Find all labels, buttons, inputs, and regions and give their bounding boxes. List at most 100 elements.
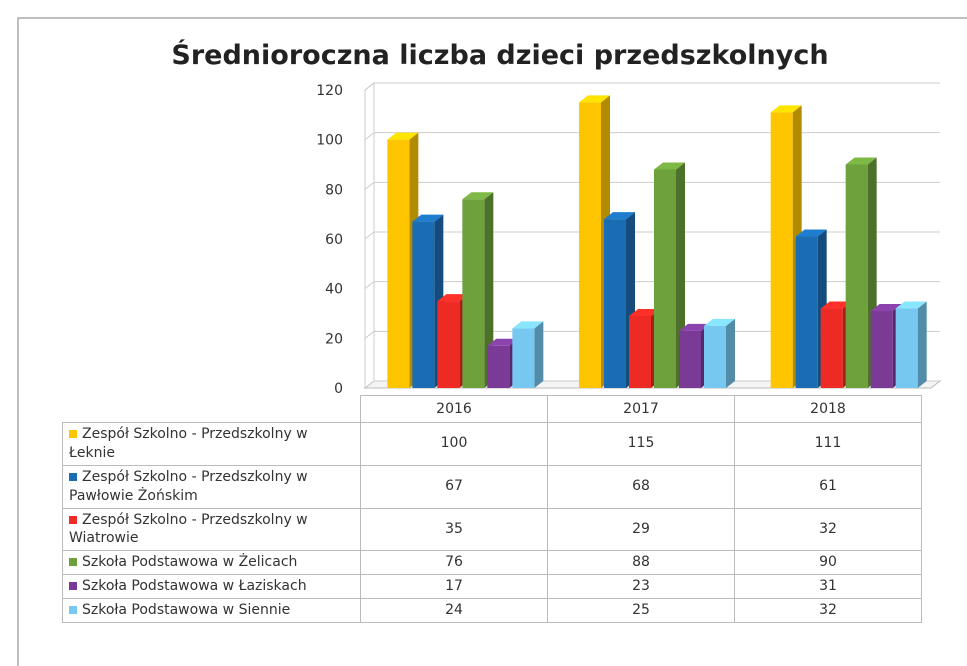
table-row: Zespół Szkolno - Przedszkolny w Pawłowie… <box>62 464 922 509</box>
grid-line <box>364 181 940 190</box>
bar-side <box>726 318 735 388</box>
legend-label: Szkoła Podstawowa w Żelicach <box>82 554 298 571</box>
grid-line <box>364 132 940 141</box>
bar-side <box>917 301 927 388</box>
bar-top <box>512 321 544 329</box>
category-label: 2018 <box>734 395 922 423</box>
table-value: 68 <box>547 464 735 509</box>
bar-top <box>654 162 685 170</box>
bar <box>654 169 676 388</box>
legend-label: Zespół Szkolno - Przedszkolny w Wiatrowi… <box>69 511 308 547</box>
table-row: Szkoła Podstawowa w Siennie 24 25 32 <box>62 598 922 624</box>
category-label: 2016 <box>360 395 548 423</box>
legend-entry: Szkoła Podstawowa w Siennie <box>62 598 361 624</box>
legend-label: Zespół Szkolno - Przedszkolny w Łeknie <box>69 426 308 461</box>
table-value: 67 <box>360 464 548 509</box>
bar-top <box>795 229 827 237</box>
bar-top <box>412 214 444 222</box>
table-value: 32 <box>734 507 922 552</box>
bar-top <box>629 308 660 316</box>
table-value: 23 <box>547 574 735 600</box>
bar <box>412 221 435 388</box>
bar <box>770 112 793 388</box>
chart-title: Średnioroczna liczba dzieci przedszkolny… <box>171 39 828 71</box>
bar-side <box>534 321 544 388</box>
bar-top <box>462 192 494 200</box>
bar <box>437 301 460 388</box>
legend-label: Zespół Szkolno - Przedszkolny w Pawłowie… <box>69 468 308 504</box>
bar <box>820 308 843 388</box>
bar-top <box>487 338 519 346</box>
table-value: 115 <box>547 422 735 466</box>
bar <box>895 308 918 388</box>
table-value: 100 <box>360 422 548 466</box>
bar-top <box>820 301 852 309</box>
table-value: 17 <box>360 574 548 600</box>
y-tick-label: 20 <box>325 331 343 347</box>
table-value: 31 <box>734 574 922 600</box>
bar-top <box>679 323 710 331</box>
y-tick-label: 100 <box>316 133 343 149</box>
bar-top <box>870 304 902 312</box>
bar-top <box>770 105 802 113</box>
data-table: 2016 2017 2018 Zespół Szkolno - Przedszkoln… <box>62 395 922 624</box>
chart-frame <box>17 17 967 666</box>
legend-swatch <box>69 606 77 615</box>
bar-top <box>579 95 610 103</box>
table-header-row: 2016 2017 2018 <box>62 395 922 423</box>
bar-top <box>387 132 419 140</box>
grid-line <box>364 380 940 389</box>
legend-swatch <box>69 515 77 524</box>
bar <box>512 328 535 388</box>
y-tick-label: 40 <box>325 282 343 298</box>
bar-top <box>704 318 735 326</box>
bar <box>579 102 601 389</box>
legend-entry: Szkoła Podstawowa w Łaziskach <box>62 574 361 600</box>
bar <box>629 315 651 388</box>
legend-swatch <box>69 472 77 481</box>
bar <box>604 219 626 388</box>
legend-swatch <box>69 558 77 567</box>
legend-entry: Szkoła Podstawowa w Żelicach <box>62 550 361 576</box>
bar <box>462 199 485 388</box>
legend-entry: Zespół Szkolno - Przedszkolny w Wiatrowi… <box>62 507 361 552</box>
table-corner <box>62 395 361 423</box>
table-row: Szkoła Podstawowa w Łaziskach 17 23 31 <box>62 574 922 600</box>
bar-top <box>895 301 927 309</box>
table-value: 90 <box>734 550 922 576</box>
legend-swatch <box>69 430 77 438</box>
bar <box>487 345 510 388</box>
legend-label: Szkoła Podstawowa w Siennie <box>82 602 291 619</box>
grid-line <box>364 281 940 290</box>
bar <box>845 164 868 388</box>
table-value: 24 <box>360 598 548 624</box>
bar <box>795 236 818 388</box>
grid-line <box>364 330 940 339</box>
table-value: 29 <box>547 507 735 552</box>
legend-swatch <box>69 582 77 591</box>
table-value: 76 <box>360 550 548 576</box>
table-row: Szkoła Podstawowa w Żelicach 76 88 90 <box>62 550 922 576</box>
table-value: 111 <box>734 422 922 466</box>
table-row: Zespół Szkolno - Przedszkolny w Łeknie 10… <box>62 422 922 466</box>
legend-label: Szkoła Podstawowa w Łaziskach <box>82 578 307 595</box>
bar <box>679 330 701 388</box>
category-label: 2017 <box>547 395 735 423</box>
y-tick-label: 120 <box>316 83 343 99</box>
bar <box>704 325 726 388</box>
grid-line <box>364 231 940 240</box>
table-value: 35 <box>360 507 548 552</box>
bar-side <box>484 192 494 388</box>
table-value: 25 <box>547 598 735 624</box>
bar-top <box>437 294 469 302</box>
y-tick-label: 60 <box>325 232 343 248</box>
table-value: 61 <box>734 464 922 509</box>
bar-top <box>604 212 635 220</box>
y-tick-label: 80 <box>325 182 343 198</box>
y-tick-label: 0 <box>334 381 343 397</box>
bar-top <box>845 157 877 165</box>
table-value: 32 <box>734 598 922 624</box>
table-value: 88 <box>547 550 735 576</box>
